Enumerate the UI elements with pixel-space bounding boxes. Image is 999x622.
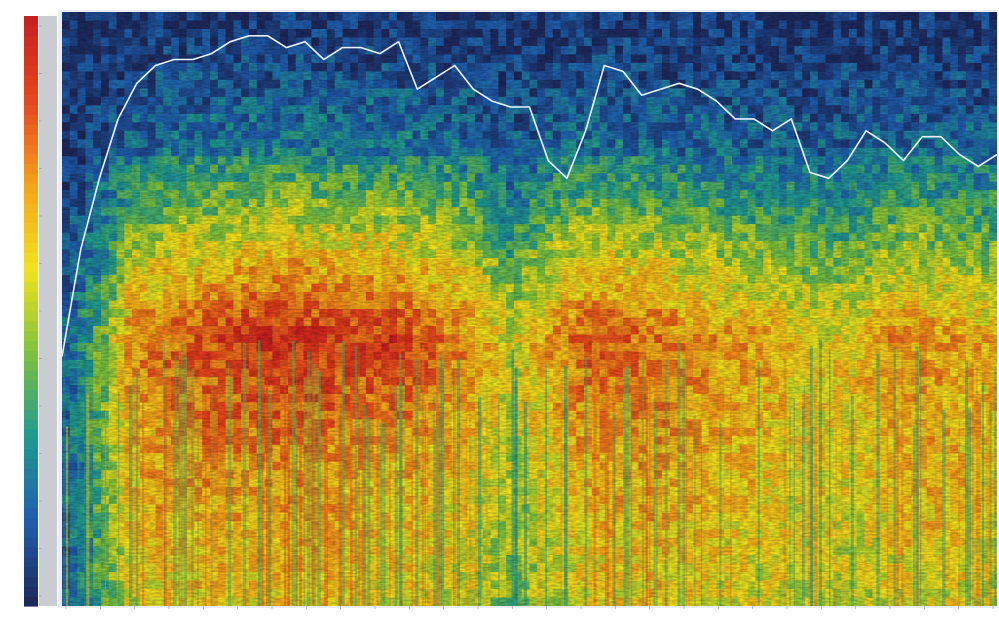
spectrogram-figure xyxy=(24,10,998,609)
